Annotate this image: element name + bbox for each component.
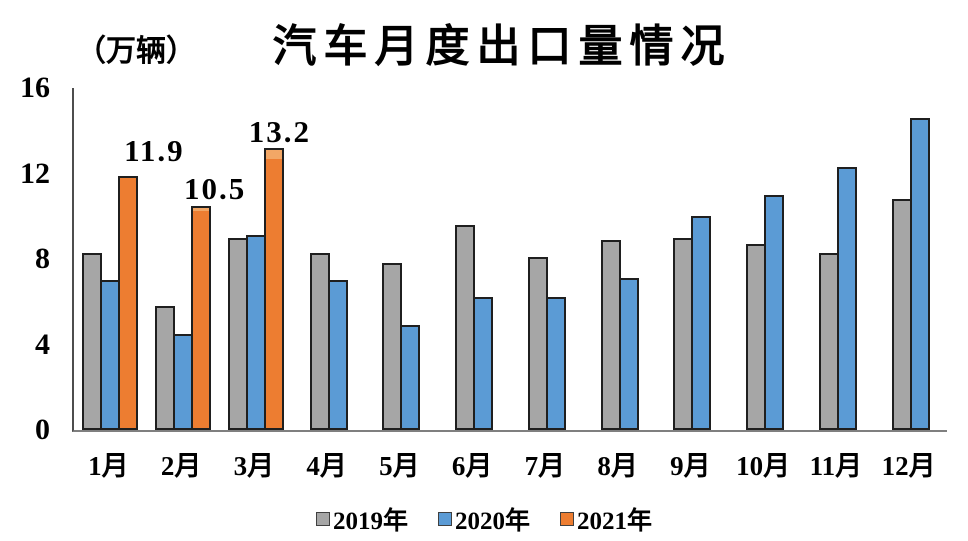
x-axis-label-9月: 9月 [670,451,711,481]
x-axis-label-6月: 6月 [451,451,493,481]
x-axis-label-12月: 12月 [881,451,936,481]
bar-group-11月 [802,88,875,430]
bar-group-8月 [583,88,656,430]
bar-group-3月: 13.2 [220,88,309,430]
bar-2020年-9月 [691,216,712,430]
bar-2019年-6月 [455,225,476,430]
bar-2019年-3月 [227,238,248,430]
bar-2020年-1月 [100,280,121,430]
bar-group-6月 [438,88,511,430]
bar-2019年-9月 [673,238,694,430]
x-axis-label-3月: 3月 [233,451,275,481]
bar-2021年-2月: 10.5 [184,173,244,430]
y-axis-tick-4: 4 [35,327,50,361]
bar-group-1月: 11.9 [74,88,183,430]
legend-item-2020年: 2020年 [437,501,530,537]
bar-group-4月 [292,88,365,430]
y-axis-tick-16: 16 [20,71,50,104]
bar-2019年-4月 [309,253,330,430]
bar-2020年-3月 [245,235,266,430]
bar-2020年-4月 [327,280,348,430]
bar-2019年-10月 [746,244,767,430]
legend-label: 2020年 [454,508,530,535]
bar-group-10月 [729,88,802,430]
bar-2021年-1月: 11.9 [118,135,183,430]
y-axis-unit-label: （万辆） [76,35,196,68]
bar-group-7月 [511,88,584,430]
data-label-1月: 11.9 [124,133,185,168]
data-label-3月: 13.2 [248,114,311,149]
bar-2020年-6月 [473,297,494,430]
bar-group-2月: 10.5 [147,88,244,430]
bar-2019年-12月 [891,199,912,430]
legend-label: 2021年 [577,508,653,535]
bar-2020年-11月 [836,167,857,430]
bar-2019年-7月 [527,257,548,430]
legend-swatch-icon [560,512,574,526]
bar-2020年-10月 [764,195,785,430]
x-axis-label-4月: 4月 [306,451,347,481]
bar-2019年-11月 [818,253,839,430]
bar-2019年-8月 [600,240,621,430]
legend-label: 2019年 [332,508,408,535]
bar-group-12月 [874,88,947,430]
data-label-2月: 10.5 [184,171,247,206]
x-axis-label-1月: 1月 [88,451,129,481]
x-axis-label-10月: 10月 [736,451,791,481]
y-axis-tick-0: 0 [35,413,50,446]
bar-2019年-1月 [82,253,103,430]
bar-2020年-5月 [400,325,421,430]
x-axis-label-7月: 7月 [524,451,566,481]
bar-2021年-3月: 13.2 [249,116,309,430]
legend-swatch-icon [315,512,330,526]
bar-2020年-7月 [545,297,566,430]
x-axis-label-11月: 11月 [809,451,863,481]
x-axis-label-2月: 2月 [160,451,202,481]
bar-2019年-2月 [155,306,176,430]
x-axis-label-8月: 8月 [597,451,638,481]
bar-2019年-5月 [382,263,403,430]
bar-group-9月 [656,88,729,430]
bar-2020年-8月 [618,278,639,430]
legend-item-2021年: 2021年 [560,501,652,537]
bar-highlight-cap [193,208,210,211]
bar-highlight-cap [265,150,282,159]
bar-group-5月 [365,88,438,430]
chart-title: 汽车月度出口量情况 [272,22,732,71]
legend: 2019年 2020年 2021年 [0,501,968,537]
x-axis-label-5月: 5月 [379,451,420,481]
y-axis-tick-8: 8 [35,242,50,275]
legend-swatch-icon [437,512,452,526]
bar-2020年-12月 [909,118,930,430]
bar-2020年-2月 [173,334,194,430]
legend-item-2019年: 2019年 [315,501,408,537]
x-axis-labels: 1月 2月 3月 4月 5月 6月 7月 8月 9月 10月 11月 12月 [72,444,945,483]
y-axis-tick-12: 12 [20,156,50,190]
plot-area: 11.9 10.5 13.2 [72,88,947,432]
